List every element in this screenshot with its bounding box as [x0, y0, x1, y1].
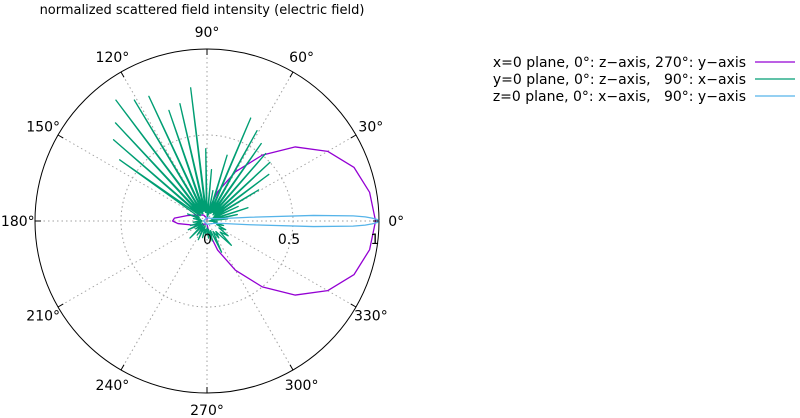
angle-tick-10 — [289, 364, 294, 371]
grid-spoke-8 — [120, 220, 208, 371]
radial-tick-label-2: 1 — [371, 232, 380, 248]
series-line-0 — [171, 146, 377, 296]
angle-tick-label-6: 180° — [1, 214, 35, 230]
series-line-1 — [112, 87, 271, 253]
angle-tick-label-3: 90° — [195, 25, 220, 41]
angle-tick-2 — [289, 71, 294, 78]
angle-tick-8 — [120, 364, 125, 371]
grid-spoke-5 — [57, 134, 208, 222]
grid-spoke-11 — [206, 220, 357, 308]
grid-spoke-10 — [206, 220, 294, 371]
angle-tick-label-0: 0° — [388, 214, 404, 230]
grid-spoke-7 — [57, 220, 208, 308]
angle-tick-5 — [57, 134, 64, 139]
angle-tick-label-2: 60° — [289, 50, 314, 66]
angle-tick-label-11: 330° — [354, 309, 388, 325]
legend-label-2: z=0 plane, 0°: x−axis, 90°: y−axis — [493, 89, 746, 105]
radial-tick-label-1: 0.5 — [278, 232, 300, 248]
polar-grid — [34, 48, 380, 394]
angle-tick-label-8: 240° — [96, 378, 130, 394]
angle-tick-4 — [120, 71, 125, 78]
angle-ticks: 0° 30° 60° 90° 120° 150° 180° 210° 240° 270° 300° 3… — [1, 25, 404, 418]
angle-tick-label-9: 270° — [190, 403, 224, 418]
grid-spoke-1 — [206, 134, 357, 222]
angle-tick-1 — [350, 134, 357, 139]
chart-title: normalized scattered field intensity (el… — [40, 3, 365, 18]
legend-label-1: y=0 plane, 0°: z−axis, 90°: x−axis — [493, 72, 746, 88]
series-layer — [112, 87, 380, 296]
grid-spoke-2 — [206, 71, 294, 222]
angle-tick-label-10: 300° — [285, 378, 319, 394]
angle-tick-7 — [57, 303, 64, 308]
angle-tick-label-4: 120° — [96, 50, 130, 66]
grid-spoke-4 — [120, 71, 208, 222]
radial-tick-label-0: 0 — [203, 232, 212, 248]
angle-tick-label-5: 150° — [26, 119, 60, 135]
angle-tick-label-1: 30° — [358, 119, 383, 135]
angle-tick-label-7: 210° — [26, 309, 60, 325]
angle-tick-11 — [350, 303, 357, 308]
legend-label-0: x=0 plane, 0°: z−axis, 270°: y−axis — [493, 55, 746, 71]
series-line-2 — [202, 214, 380, 228]
